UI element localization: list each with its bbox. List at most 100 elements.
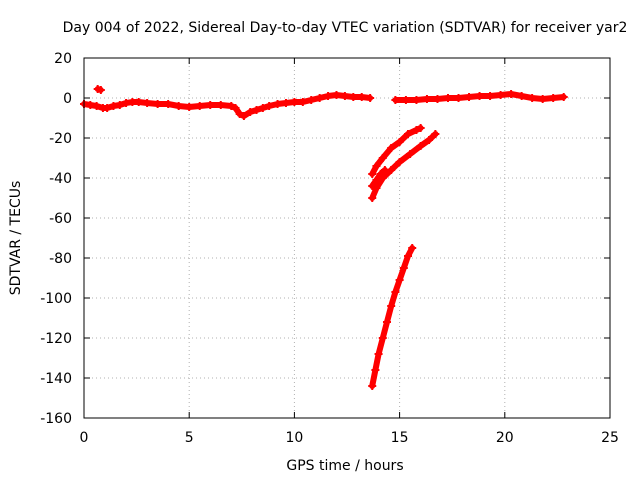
data-point	[265, 102, 274, 110]
data-point	[96, 86, 105, 94]
y-tick-label: -120	[40, 331, 72, 347]
data-point	[143, 99, 152, 107]
data-point	[528, 94, 537, 102]
series-line	[369, 167, 388, 189]
data-point	[153, 100, 162, 108]
series-descending-arc-3	[368, 166, 389, 190]
y-tick-label: -20	[49, 131, 72, 147]
data-point	[368, 194, 377, 202]
data-point	[454, 94, 463, 102]
data-point	[538, 95, 547, 103]
chart-title: Day 004 of 2022, Sidereal Day-to-day VTE…	[63, 20, 628, 36]
data-point	[412, 126, 421, 134]
data-point	[371, 366, 380, 374]
data-point	[416, 142, 425, 150]
data-point	[195, 102, 204, 110]
data-point	[134, 98, 143, 106]
data-point	[324, 92, 333, 100]
y-tick-label: -100	[40, 291, 72, 307]
data-point	[357, 93, 366, 101]
data-point	[408, 244, 417, 252]
y-tick-label: -40	[49, 171, 72, 187]
data-point	[416, 124, 425, 132]
data-point	[475, 92, 484, 100]
data-point	[374, 350, 383, 358]
series-outlier-near-zero	[93, 85, 105, 94]
data-point	[387, 144, 396, 152]
data-point	[401, 96, 410, 104]
data-point	[349, 93, 358, 101]
x-axis-label: GPS time / hours	[286, 458, 403, 474]
y-tick-label: 20	[54, 51, 72, 67]
data-point	[185, 103, 194, 111]
data-point	[549, 94, 558, 102]
data-point	[103, 104, 112, 112]
data-point	[404, 130, 413, 138]
data-point	[380, 166, 389, 174]
x-tick-label: 0	[80, 430, 89, 446]
series-descending-arc-2	[368, 130, 440, 202]
data-point	[395, 276, 404, 284]
data-point	[315, 94, 324, 102]
x-tick-label: 10	[285, 430, 303, 446]
data-point	[412, 96, 421, 104]
y-tick-label: 0	[63, 91, 72, 107]
data-point	[281, 99, 290, 107]
data-point	[559, 93, 568, 101]
data-point	[164, 100, 173, 108]
data-point	[378, 154, 387, 162]
data-point	[387, 302, 396, 310]
y-tick-label: -160	[40, 411, 72, 427]
x-tick-label: 15	[391, 430, 409, 446]
x-tick-label: 5	[185, 430, 194, 446]
data-point	[235, 110, 244, 118]
data-point	[372, 162, 381, 170]
data-point	[368, 170, 377, 178]
data-point	[486, 92, 495, 100]
data-point	[431, 130, 440, 138]
data-point	[395, 158, 404, 166]
data-series	[80, 85, 568, 390]
data-point	[92, 102, 101, 110]
data-point	[231, 104, 240, 112]
data-point	[422, 95, 431, 103]
data-point	[399, 264, 408, 272]
data-point	[376, 170, 385, 178]
data-point	[433, 95, 442, 103]
y-tick-label: -140	[40, 371, 72, 387]
data-point	[366, 94, 375, 102]
data-point	[395, 138, 404, 146]
series-steep-arc	[368, 244, 417, 390]
data-point	[425, 136, 434, 144]
data-point	[307, 96, 316, 104]
data-point	[368, 382, 377, 390]
data-point	[391, 288, 400, 296]
data-point	[496, 91, 505, 99]
data-point	[298, 98, 307, 106]
data-point	[378, 334, 387, 342]
axes: 0 5 10 15 20 25 20 0 -20 -40 -60 -80 -100 -120 -140 -16…	[40, 51, 619, 446]
data-point	[406, 150, 415, 158]
data-point	[174, 102, 183, 110]
data-point	[239, 112, 248, 120]
data-point	[443, 94, 452, 102]
data-point	[465, 93, 474, 101]
data-point	[391, 96, 400, 104]
series-late-trace	[391, 90, 568, 104]
plot-frame	[83, 57, 611, 419]
y-tick-label: -80	[49, 251, 72, 267]
series-descending-arc-1	[368, 124, 425, 178]
data-point	[246, 108, 255, 116]
series-line	[369, 131, 439, 201]
data-point	[227, 102, 236, 110]
data-point	[368, 182, 377, 190]
data-point	[372, 176, 381, 184]
x-tick-label: 20	[496, 430, 514, 446]
data-point	[290, 98, 299, 106]
data-point	[517, 92, 526, 100]
data-point	[382, 318, 391, 326]
data-point	[340, 92, 349, 100]
series-main-trace	[80, 91, 375, 120]
grid-lines	[84, 58, 610, 418]
data-point	[507, 90, 516, 98]
